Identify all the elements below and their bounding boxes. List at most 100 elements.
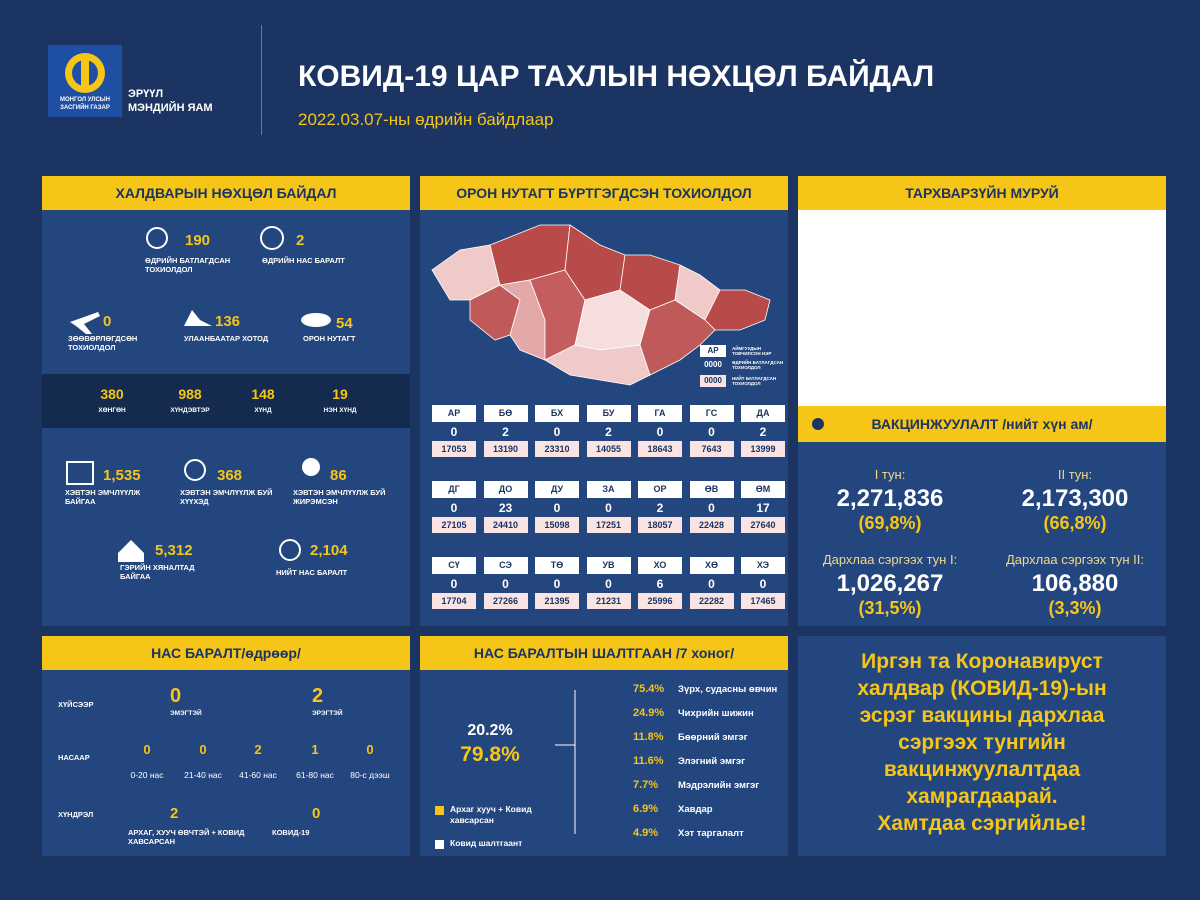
dose-label: Дархлаа сэргээх тун I: [822, 552, 958, 567]
stat-label: ХЭВТЭН ЭМЧЛҮҮЛЖ БУЙ ХҮҮХЭД [180, 488, 273, 506]
legend-label: Ковид шалтгаант [450, 838, 523, 848]
legend-label: НИЙТ БАТЛАГДСАН ТОХИОЛДОЛ [732, 376, 777, 386]
province-daily: 2 [656, 501, 664, 515]
province-total: 27105 [432, 517, 476, 533]
row-label: НАСААР [58, 753, 90, 762]
province-code: ХЭ [741, 557, 785, 574]
province-code: ДО [483, 481, 528, 498]
panel-title: ТАРХВАРЗҮЙН МУРУЙ [798, 176, 1166, 210]
age-value: 0 [199, 742, 207, 757]
cause-percent: 75.4% [633, 683, 665, 695]
panel-title: НАС БАРАЛТ/өдрөөр/ [42, 636, 410, 670]
org-line: МОНГОЛ УЛСЫН [60, 97, 110, 103]
legend-total: 0000 [704, 376, 722, 385]
province-code: ТӨ [535, 557, 579, 574]
stat-label: НИЙТ НАС БАРАЛТ [276, 568, 348, 577]
province-code: ЗА [586, 481, 631, 498]
cause-label: Мэдрэлийн эмгэг [678, 780, 760, 791]
province-daily: 0 [708, 501, 715, 515]
panel-title: ОРОН НУТАГТ БҮРТГЭГДСЭН ТОХИОЛДОЛ [420, 176, 788, 210]
message-line: Хамтдаа сэргийлье! [877, 812, 1087, 835]
logo: МОНГОЛ УЛСЫН ЗАСГИЙН ГАЗАР [48, 45, 122, 117]
province-code: ӨВ [689, 481, 734, 498]
stat-label: ХҮНДЭВТЭР [170, 407, 210, 414]
panel [420, 636, 788, 856]
stat-label: ЗӨӨВӨРЛӨГДСӨН ТОХИОЛДОЛ [68, 334, 138, 352]
province-total: 25996 [638, 593, 682, 609]
province-total: 24410 [483, 517, 528, 533]
province-daily: 0 [759, 577, 767, 591]
message-line: Иргэн та Коронавируст [861, 650, 1103, 673]
province-daily: 0 [656, 425, 664, 439]
stat-value: 148 [251, 386, 275, 402]
panel-title: НАС БАРАЛТЫН ШАЛТГААН /7 хоног/ [420, 636, 788, 670]
stat-value: 380 [100, 386, 124, 402]
cause-percent: 11.8% [633, 731, 664, 743]
province-total: 13190 [483, 441, 528, 457]
province-total: 14055 [586, 441, 631, 457]
province-code: ӨМ [741, 481, 785, 498]
province-total: 17465 [741, 593, 785, 609]
province-code: ГА [638, 405, 682, 422]
legend-swatch [435, 806, 444, 815]
province-total: 13999 [741, 441, 785, 457]
province-daily: 17 [756, 501, 770, 515]
province-daily: 0 [502, 577, 509, 591]
province-code: ХӨ [689, 557, 734, 574]
province-daily: 0 [708, 577, 715, 591]
province-code: БӨ [483, 405, 528, 422]
province-total: 27266 [483, 593, 528, 609]
province-daily: 0 [450, 577, 458, 591]
stat-value: 136 [215, 313, 241, 330]
stat-label: ХҮНД [254, 407, 272, 414]
ministry: ЭРҮҮЛ [128, 88, 164, 100]
province-daily: 0 [553, 577, 561, 591]
stat-value: 54 [336, 315, 353, 332]
province-total: 21231 [586, 593, 631, 609]
stat-label: ХЭВТЭН ЭМЧЛҮҮЛЖ БАЙГАА [65, 488, 141, 506]
dose-label: I тун: [874, 467, 906, 482]
donut-label: 79.8% [460, 743, 520, 766]
stat-value: 0 [170, 685, 182, 707]
stat-value: 0 [312, 805, 321, 822]
dose-value: 1,026,267 [836, 570, 944, 597]
stat-label: ӨДРИЙН НАС БАРАЛТ [262, 256, 345, 265]
age-value: 0 [366, 742, 374, 757]
stat-label: ХЭВТЭН ЭМЧЛҮҮЛЖ БУЙ ЖИРЭМСЭН [293, 488, 386, 506]
panel-title: ХАЛДВАРЫН НӨХЦӨЛ БАЙДАЛ [42, 176, 410, 210]
org-line: ЗАСГИЙН ГАЗАР [60, 105, 110, 111]
stat-label: ӨДРИЙН БАТЛАГДСАН ТОХИОЛДОЛ [145, 256, 231, 274]
stat-label: УЛААНБААТАР ХОТОД [184, 334, 269, 343]
stat-value: 5,312 [155, 542, 193, 559]
cause-label: Элэгний эмгэг [678, 756, 746, 767]
dose-percent: (69,8%) [858, 513, 922, 533]
stat-label: НЭН ХҮНД [323, 407, 357, 414]
province-code: ДУ [535, 481, 579, 498]
message-line: хамрагдаарай. [906, 785, 1058, 808]
cause-label: Чихрийн шижин [678, 708, 754, 719]
province-total: 22282 [689, 593, 734, 609]
message-line: вакцинжуулалтдаа [883, 758, 1081, 781]
province-code: ОР [638, 481, 682, 498]
province-daily: 2 [759, 425, 767, 439]
row-label: ХҮЙСЭЭР [58, 700, 94, 709]
dose-percent: (3,3%) [1048, 598, 1102, 618]
province-total: 22428 [689, 517, 734, 533]
emblem [65, 53, 105, 93]
age-label: 21-40 нас [184, 770, 222, 780]
province-shape [544, 344, 651, 386]
severity-band [42, 374, 410, 428]
province-total: 21395 [535, 593, 579, 609]
province-code: СЭ [483, 557, 528, 574]
province-total: 7643 [689, 441, 734, 457]
province-daily: 2 [605, 425, 612, 439]
cause-percent: 6.9% [633, 803, 659, 815]
age-value: 2 [254, 742, 262, 757]
cause-percent: 11.6% [633, 755, 664, 767]
age-label: 0-20 нас [130, 770, 164, 780]
province-total: 18643 [638, 441, 682, 457]
donut-label: 20.2% [467, 722, 513, 739]
province-total: 17251 [586, 517, 631, 533]
cause-tree [555, 690, 576, 834]
